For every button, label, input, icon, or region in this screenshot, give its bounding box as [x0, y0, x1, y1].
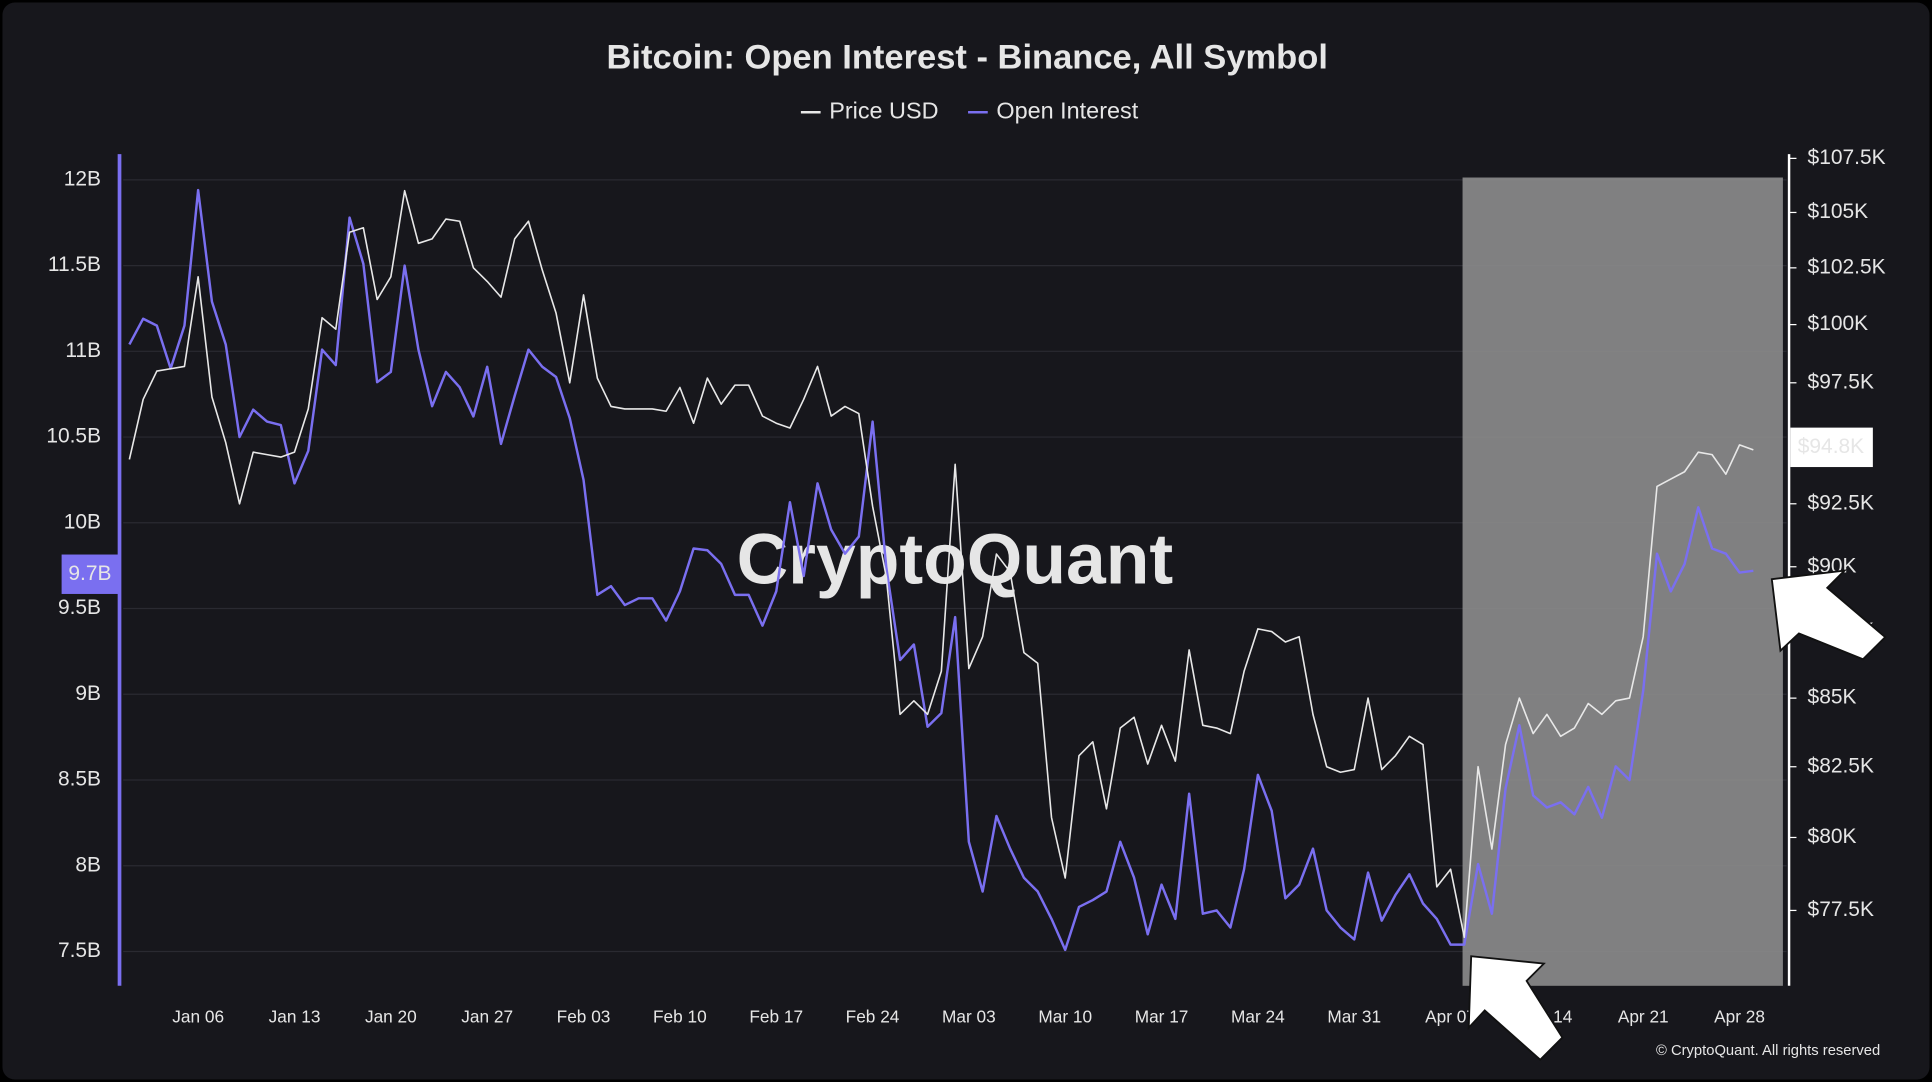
y-tick-label: 8B [75, 853, 101, 876]
x-tick-label: Mar 24 [1231, 1006, 1285, 1026]
x-tick-label: Mar 10 [1038, 1006, 1092, 1026]
current-value-box [61, 554, 120, 594]
x-tick-label: Feb 17 [749, 1006, 803, 1026]
y2-tick-label: $100K [1808, 312, 1869, 335]
y2-tick-label: $102.5K [1808, 255, 1886, 278]
watermark: CryptoQuant [737, 519, 1174, 599]
x-tick-label: Apr 07 [1425, 1006, 1476, 1026]
y2-tick-label: $92.5K [1808, 491, 1874, 514]
y-tick-label: 11B [65, 339, 101, 362]
plot [128, 188, 1754, 952]
y-tick-label: 8.5B [58, 768, 101, 791]
y-tick-label: 9.5B [58, 596, 101, 619]
chart-title: Bitcoin: Open Interest - Binance, All Sy… [607, 38, 1328, 76]
y2-tick-label: $80K [1808, 825, 1857, 848]
x-tick-label: Mar 03 [942, 1006, 996, 1026]
y-tick-label: 9B [75, 682, 101, 705]
x-tick-label: Apr 28 [1714, 1006, 1765, 1026]
x-tick-label: Mar 31 [1327, 1006, 1381, 1026]
line-series [128, 188, 1754, 952]
y-tick-label: 12B [64, 167, 101, 190]
labels: 7.5B 8B 8.5B 9B 9.5B 10B 10.5B 11B 11.5B 12B $77.5… [46, 97, 1885, 1026]
x-tick-label: Feb 03 [557, 1006, 611, 1026]
x-tick-label: Feb 24 [846, 1006, 900, 1026]
y2-tick-label: $77.5K [1808, 898, 1874, 921]
x-tick-label: Apr 21 [1618, 1006, 1669, 1026]
y2-tick-label: $82.5K [1808, 754, 1874, 777]
current-value-label: $94.8K [1798, 435, 1864, 458]
x-tick-label: Jan 13 [269, 1006, 321, 1026]
x-tick-label: Feb 10 [653, 1006, 707, 1026]
y-tick-label: 11.5B [48, 253, 101, 276]
x-tick-label: Jan 27 [461, 1006, 513, 1026]
line-series [128, 189, 1754, 939]
legend-label: Open Interest [996, 97, 1138, 123]
y2-tick-label: $107.5K [1808, 146, 1886, 169]
y2-tick-label: $97.5K [1808, 370, 1874, 393]
arrow [1467, 955, 1564, 1062]
footer: © CryptoQuant. All rights reserved [1656, 1043, 1880, 1059]
current-value-label: 9.7B [68, 562, 111, 585]
y2-tick-label: $105K [1808, 200, 1869, 223]
arrow [1770, 569, 1887, 661]
highlight-region [1462, 177, 1783, 986]
x-tick-label: Jan 06 [172, 1006, 224, 1026]
x-tick-label: Jan 20 [365, 1006, 417, 1026]
y-tick-label: 10.5B [46, 425, 101, 448]
x-tick-label: Mar 17 [1135, 1006, 1189, 1026]
current-value-box [1790, 427, 1873, 468]
y-tick-label: 7.5B [58, 939, 101, 962]
y2-tick-label: $85K [1808, 686, 1857, 709]
y-tick-label: 10B [64, 510, 101, 533]
legend-label: Price USD [829, 97, 938, 123]
